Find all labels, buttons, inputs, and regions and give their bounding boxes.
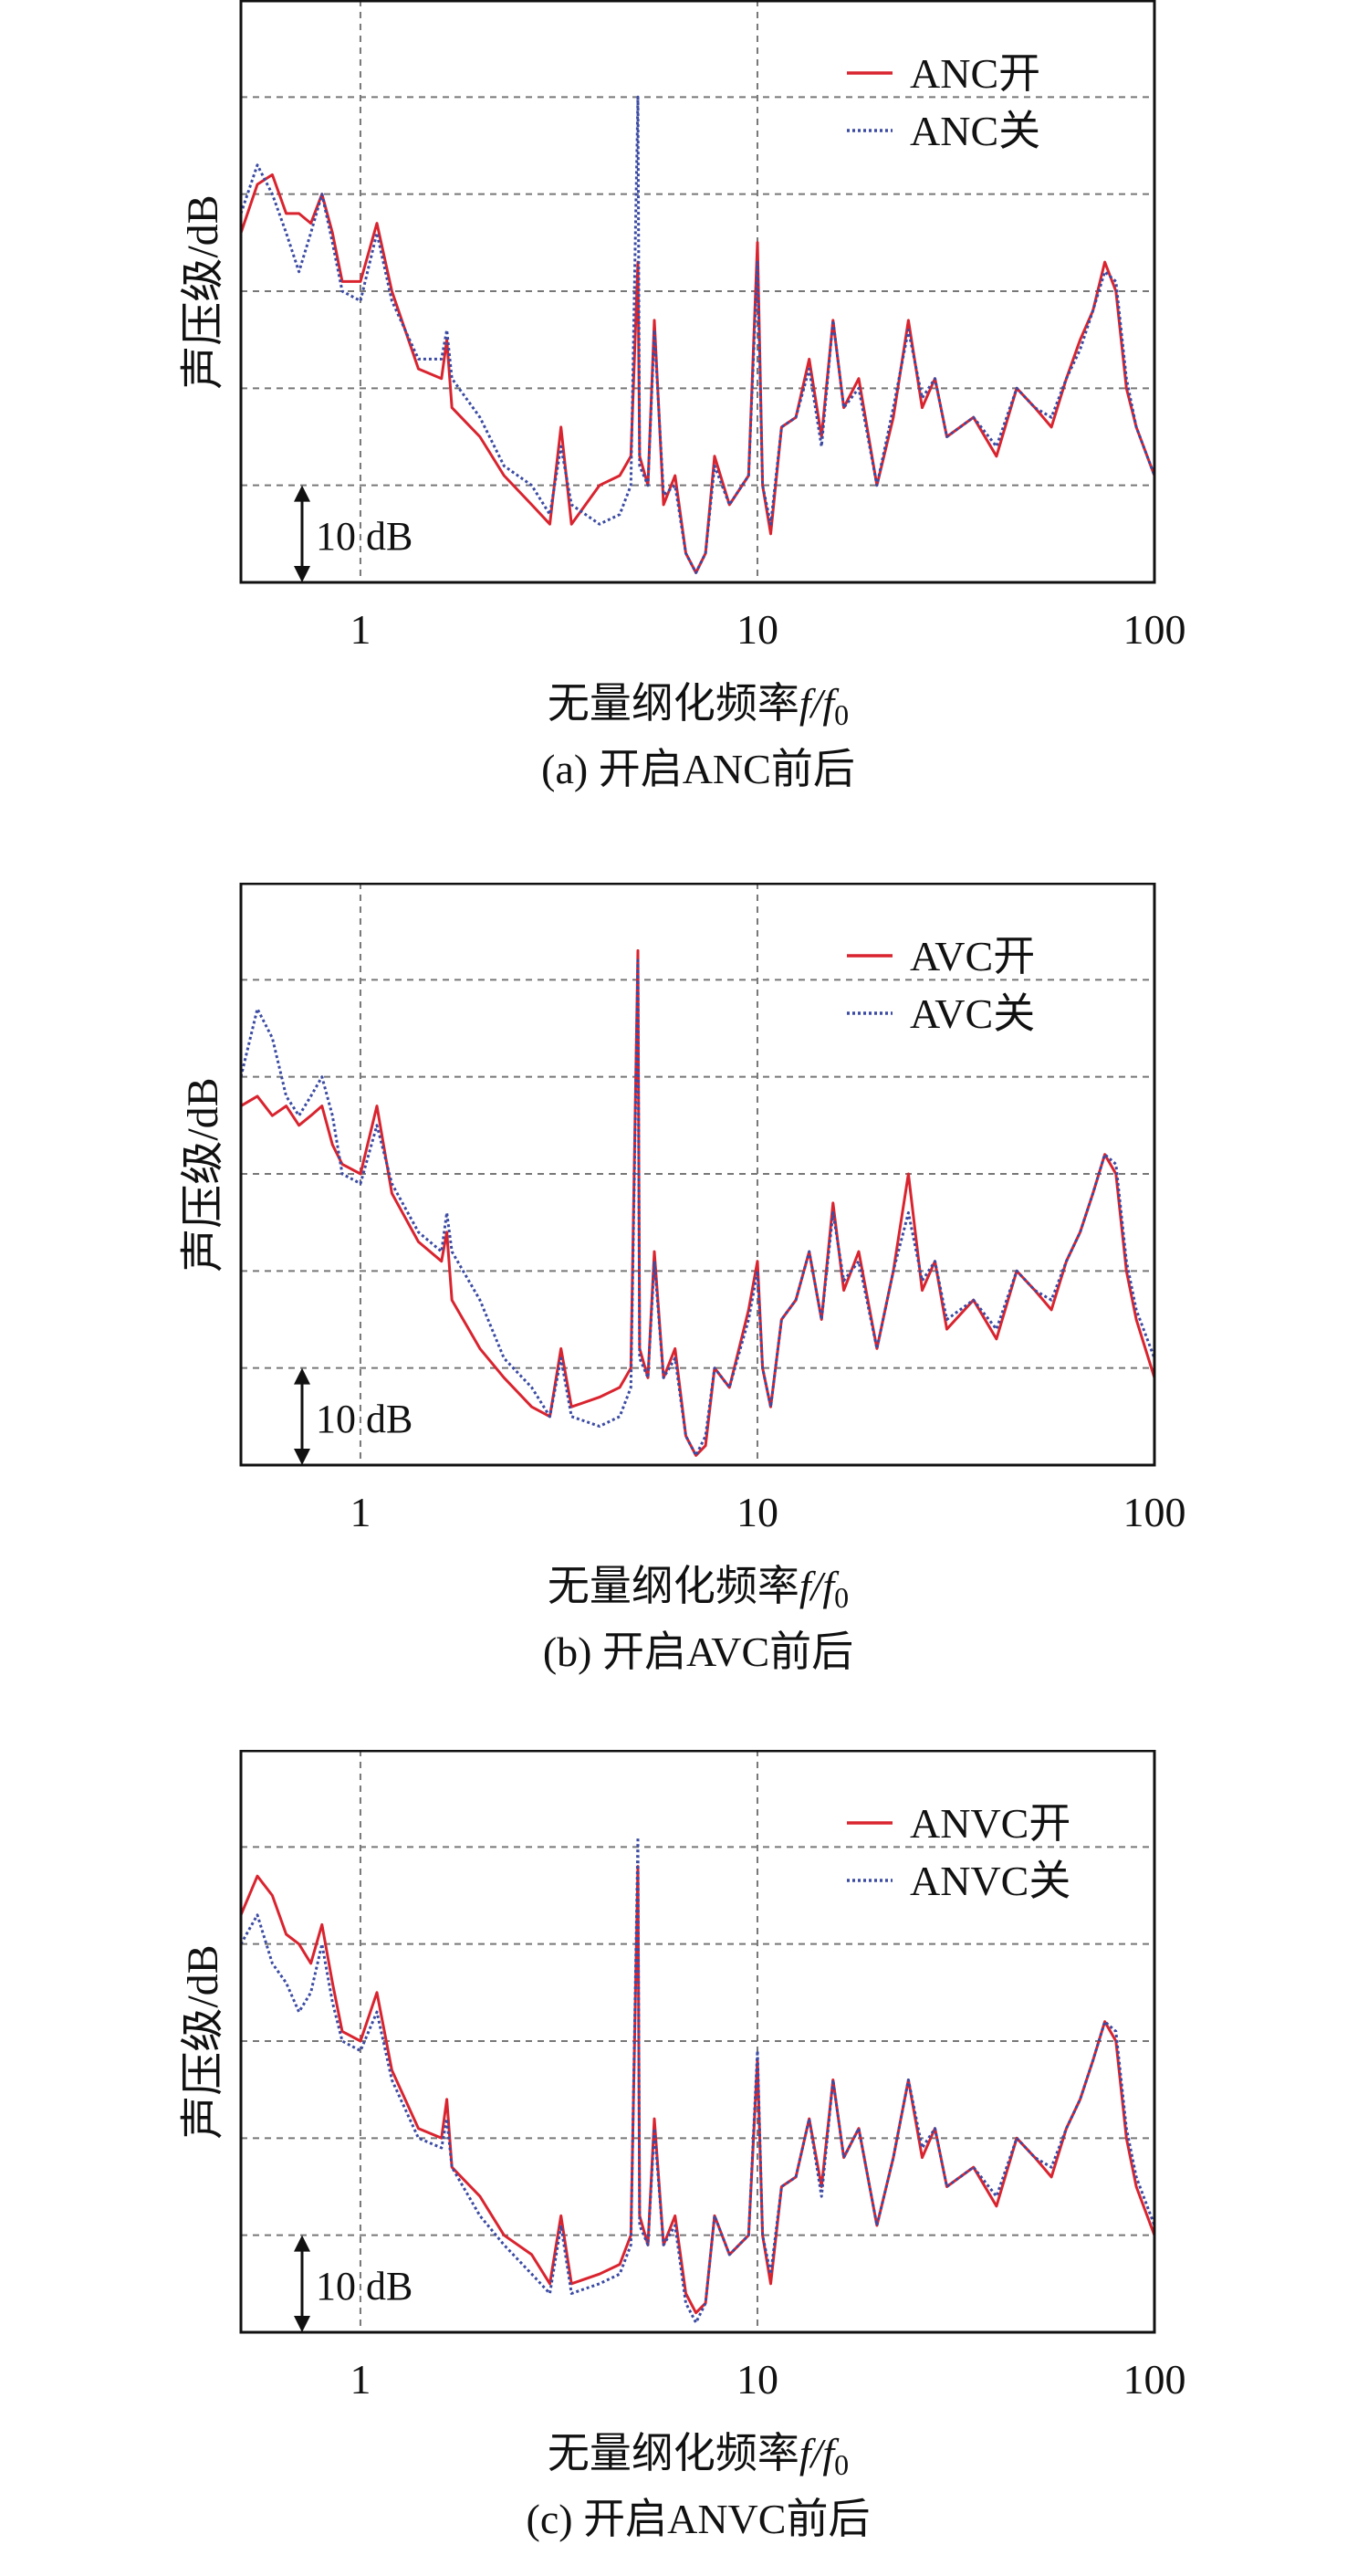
x-tick-label: 100 [1123,606,1186,653]
series-line-off [239,958,1156,1457]
legend-label: AVC开 [910,933,1035,979]
x-axis-label-text: 无量纲化频率 [548,2430,799,2477]
series-line-off [239,1836,1156,2324]
scale-annotation: 10 dB [316,2264,412,2309]
arrow-up-icon [294,2235,310,2252]
x-axis-label-subscript: 0 [834,1581,849,1614]
chart-svg: 1 10 100 ANVC开 ANVC关 10 dB 声压级/dB 无量纲化频率f/f0 (c)… [179,1749,1186,2542]
chart-caption: (a) 开启ANC前后 [541,746,855,792]
x-tick-label: 10 [736,1489,778,1535]
arrow-down-icon [294,2316,310,2332]
chart-svg: 1 10 100 AVC开 AVC关 10 dB 声压级/dB 无量纲化频率f/f0 (b) 开… [179,882,1186,1675]
arrow-down-icon [294,1449,310,1465]
scale-annotation: 10 dB [316,1397,412,1441]
x-axis-label: 无量纲化频率f/f0 [548,680,849,731]
chart-panel-c: 1 10 100 ANVC开 ANVC关 10 dB 声压级/dB 无量纲化频率f/f0 (c)… [0,1749,1347,2571]
x-tick-label: 1 [350,2356,371,2403]
y-axis-label: 声压级/dB [179,194,227,389]
x-axis-label-subscript: 0 [834,2448,849,2481]
x-axis-label: 无量纲化频率f/f0 [548,1563,849,1614]
x-axis-label-text: 无量纲化频率 [548,1563,799,1609]
arrow-up-icon [294,485,310,502]
x-tick-label: 100 [1123,1489,1186,1535]
arrow-down-icon [294,566,310,582]
legend-label: ANVC关 [910,1858,1070,1904]
x-tick-label: 1 [350,1489,371,1535]
x-axis-label-subscript: 0 [834,698,849,731]
x-tick-label: 1 [350,606,371,653]
chart-caption: (c) 开启ANVC前后 [527,2496,871,2542]
y-axis-label: 声压级/dB [179,1944,227,2139]
chart-svg: 1 10 100 ANC开 ANC关 10 dB 声压级/dB 无量纲化频率f/f0 (a) 开… [179,0,1186,792]
x-axis-label: 无量纲化频率f/f0 [548,2430,849,2481]
legend-label: AVC关 [910,990,1035,1037]
x-tick-label: 100 [1123,2356,1186,2403]
chart-panel-b: 1 10 100 AVC开 AVC关 10 dB 声压级/dB 无量纲化频率f/f0 (b) 开… [0,882,1347,1704]
x-axis-label-symbol: f/f [799,680,841,727]
x-axis-label-symbol: f/f [799,1563,841,1609]
legend-label: ANC开 [910,50,1040,97]
series-line-on [239,1865,1156,2315]
y-axis-label: 声压级/dB [179,1077,227,1272]
x-tick-label: 10 [736,606,778,653]
arrow-up-icon [294,1367,310,1385]
x-axis-label-text: 无量纲化频率 [548,680,799,727]
scale-annotation: 10 dB [316,514,412,559]
series-line-off [239,95,1156,574]
legend-label: ANC关 [910,108,1040,154]
x-tick-label: 10 [736,2356,778,2403]
plot-frame [239,1749,1156,2334]
chart-caption: (b) 开启AVC前后 [543,1628,853,1675]
plot-frame [239,882,1156,1467]
chart-panel-a: 1 10 100 ANC开 ANC关 10 dB 声压级/dB 无量纲化频率f/f0 (a) 开… [0,0,1347,822]
x-axis-label-symbol: f/f [799,2430,841,2477]
plot-frame [239,0,1156,584]
legend-label: ANVC开 [910,1800,1070,1847]
